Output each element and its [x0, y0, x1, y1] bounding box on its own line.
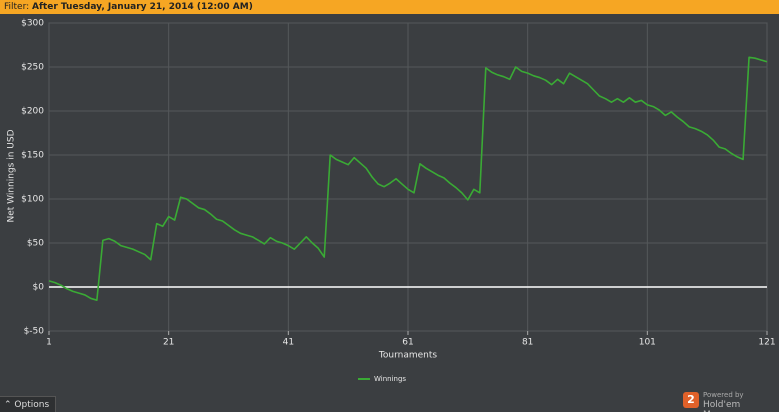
y-tick-label: $300	[21, 19, 44, 29]
brand-name: Hold'em Manager	[703, 400, 742, 412]
x-tick-label: 101	[639, 338, 656, 348]
x-tick-label: 21	[163, 338, 174, 348]
y-axis-label: Net Winnings in USD	[7, 129, 17, 222]
options-label: Options	[14, 400, 50, 410]
x-tick-label: 41	[283, 338, 294, 348]
filter-label: Filter:	[4, 2, 30, 12]
chart: Net Winnings in USD Tournaments $-50 $0 $5…	[7, 19, 776, 384]
filter-value: After Tuesday, January 21, 2014 (12:00 A…	[32, 2, 253, 12]
y-tick-label: $250	[21, 63, 44, 73]
options-button[interactable]: ⌃ Options	[0, 396, 57, 412]
x-tick-label: 61	[402, 338, 413, 348]
legend-label: Winnings	[374, 375, 406, 383]
series-line	[48, 56, 768, 301]
y-tick-label: $-50	[24, 327, 45, 337]
y-tick-label: $200	[21, 107, 44, 117]
filter-bar: Filter: After Tuesday, January 21, 2014 …	[0, 0, 779, 14]
y-tick-label: $150	[21, 151, 44, 161]
y-tick-label: $100	[21, 195, 44, 205]
x-tick-label: 121	[758, 338, 775, 348]
powered-by: Powered by	[703, 391, 744, 399]
brand: 2 Powered by Hold'em Manager	[683, 390, 779, 412]
x-axis-label: Tournaments	[378, 351, 437, 361]
x-tick-label: 81	[522, 338, 533, 348]
brand-logo: 2	[683, 392, 699, 408]
y-tick-label: $50	[27, 239, 44, 249]
y-tick-label: $0	[33, 283, 45, 293]
x-tick-label: 1	[46, 338, 52, 348]
